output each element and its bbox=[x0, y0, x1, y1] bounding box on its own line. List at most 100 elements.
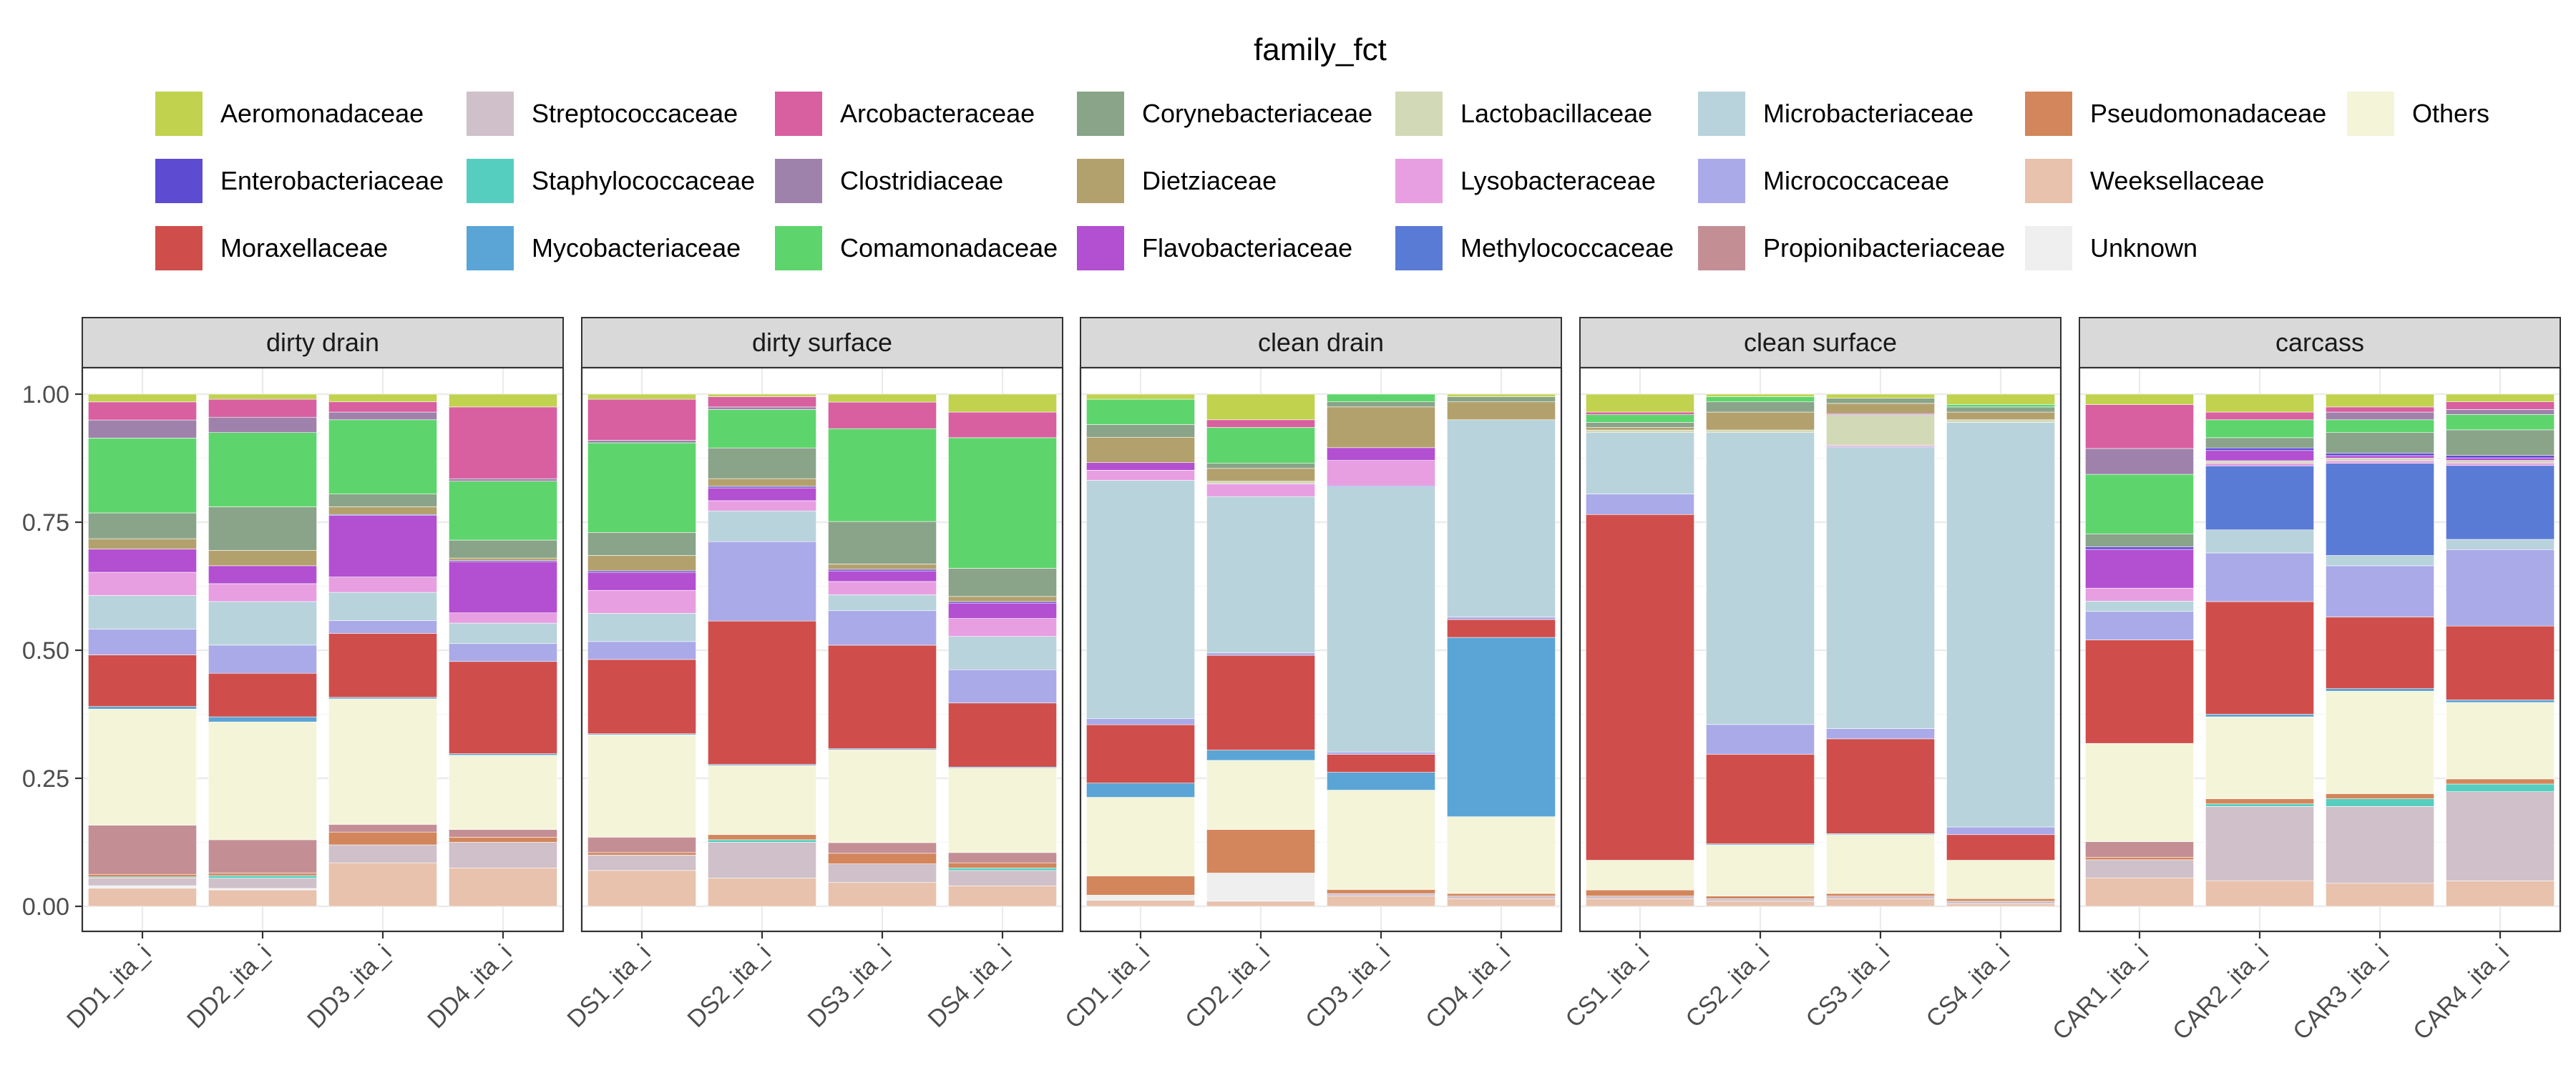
bar-segment-flavobacteriaceae bbox=[587, 572, 696, 591]
bar-segment-corynebacteriaceae bbox=[2326, 432, 2434, 454]
bar-segment-micrococcaceae bbox=[328, 620, 437, 634]
legend-swatch-pseudomonadaceae bbox=[2025, 92, 2072, 136]
bar-segment-dietziaceae bbox=[88, 538, 197, 549]
legend-item-comamonadaceae: Comamonadaceae bbox=[775, 226, 1058, 270]
legend-swatch-lysobacteraceae bbox=[1395, 159, 1443, 203]
bar-segment-lysobacteraceae bbox=[2085, 587, 2194, 602]
bar-segment-micrococcaceae bbox=[1206, 652, 1315, 656]
y-tick-label: 1.00 bbox=[22, 381, 69, 408]
y-tick-label: 0.00 bbox=[22, 893, 69, 921]
bar-segment-aeromonadaceae bbox=[1206, 393, 1315, 421]
bar-segment-flavobacteriaceae bbox=[828, 570, 937, 582]
x-tick-label: DD1_ita_i bbox=[62, 939, 156, 1034]
bar-segment-corynebacteriaceae bbox=[1586, 422, 1694, 428]
bar-segment-corynebacteriaceae bbox=[1206, 463, 1315, 469]
bar-segment-weeksellaceae bbox=[948, 886, 1057, 907]
bar-segment-flavobacteriaceae bbox=[2085, 549, 2194, 589]
bar-segment-propionibacteriaceae bbox=[587, 837, 696, 853]
bar-segment-micrococcaceae bbox=[708, 541, 816, 622]
bar-segment-clostridiaceae bbox=[587, 440, 696, 444]
legend-swatch-clostridiaceae bbox=[775, 159, 822, 203]
bar-segment-weeksellaceae bbox=[1706, 901, 1815, 907]
bar-segment-lactobacillaceae bbox=[1706, 429, 1815, 433]
bar-segment-flavobacteriaceae bbox=[2205, 450, 2314, 461]
bar-segment-clostridiaceae bbox=[449, 478, 557, 482]
bar-segment-enterobacteriaceae bbox=[587, 570, 696, 573]
facet-strip bbox=[1579, 317, 2062, 368]
legend-item-microbacteriaceae: Microbacteriaceae bbox=[1698, 92, 1974, 136]
bar-segment-aeromonadaceae bbox=[2085, 393, 2194, 405]
bar-segment-microbacteriaceae bbox=[1206, 496, 1315, 653]
facet-strip bbox=[2079, 317, 2561, 368]
bar-segment-flavobacteriaceae bbox=[708, 487, 816, 501]
x-tick-label: CAR3_ita_i bbox=[2288, 939, 2394, 1045]
legend-label-weeksellaceae: Weeksellaceae bbox=[2090, 166, 2264, 195]
bar-segment-aeromonadaceae bbox=[708, 393, 816, 397]
bar-segment-others bbox=[1586, 860, 1694, 891]
bar-segment-corynebacteriaceae bbox=[1946, 406, 2055, 413]
bar-cs1-ita-i bbox=[1586, 393, 1694, 907]
bar-segment-arcobacteraceae bbox=[948, 411, 1057, 438]
bar-segment-flavobacteriaceae bbox=[208, 565, 317, 584]
facet-clean-surface: clean surface CS1_ita_i CS2_ita_i CS3_ita_i… bbox=[1561, 317, 2062, 1033]
bar-segment-weeksellaceae bbox=[88, 888, 197, 907]
bar-segment-moraxellaceae bbox=[328, 633, 437, 698]
bar-car4-ita-i bbox=[2446, 393, 2555, 907]
bar-segment-methylococcaceae bbox=[2446, 465, 2555, 540]
bar-segment-pseudomonadaceae bbox=[1327, 889, 1435, 894]
bar-segment-mycobacteriaceae bbox=[1086, 783, 1195, 798]
bar-segment-comamonadaceae bbox=[449, 481, 557, 541]
bar-segment-weeksellaceae bbox=[1086, 900, 1195, 907]
bar-segment-lysobacteraceae bbox=[828, 581, 937, 595]
bar-segment-micrococcaceae bbox=[1327, 751, 1435, 755]
bar-segment-mycobacteriaceae bbox=[1447, 637, 1556, 817]
legend-item-clostridiaceae: Clostridiaceae bbox=[775, 159, 1003, 203]
bar-segment-pseudomonadaceae bbox=[2205, 798, 2314, 805]
bar-segment-weeksellaceae bbox=[2085, 877, 2194, 907]
bar-segment-dietziaceae bbox=[1447, 401, 1556, 421]
bar-segment-weeksellaceae bbox=[2446, 881, 2555, 907]
bar-segment-pseudomonadaceae bbox=[88, 873, 197, 878]
legend-item-mycobacteriaceae: Mycobacteriaceae bbox=[467, 226, 741, 270]
bar-segment-others bbox=[708, 765, 816, 836]
bar-segment-microbacteriaceae bbox=[2085, 600, 2194, 612]
bar-segment-pseudomonadaceae bbox=[208, 873, 317, 876]
bar-segment-microbacteriaceae bbox=[587, 613, 696, 642]
bar-segment-moraxellaceae bbox=[1586, 514, 1694, 861]
bar-segment-others bbox=[1447, 816, 1556, 894]
bar-ds4-ita-i bbox=[948, 393, 1057, 907]
bar-segment-mycobacteriaceae bbox=[1206, 750, 1315, 761]
bar-segment-microbacteriaceae bbox=[328, 592, 437, 621]
bar-segment-others bbox=[2326, 690, 2434, 794]
bar-segment-aeromonadaceae bbox=[208, 393, 317, 400]
bar-segment-weeksellaceae bbox=[328, 862, 437, 907]
bar-ds3-ita-i bbox=[828, 393, 937, 907]
bar-segment-propionibacteriaceae bbox=[208, 839, 317, 873]
bar-segment-lactobacillaceae bbox=[1946, 419, 2055, 423]
x-tick-label: CS3_ita_i bbox=[1801, 939, 1895, 1033]
bar-segment-moraxellaceae bbox=[88, 655, 197, 707]
legend-swatch-moraxellaceae bbox=[155, 226, 203, 270]
bar-segment-lactobacillaceae bbox=[1826, 414, 1935, 446]
legend-item-arcobacteraceae: Arcobacteraceae bbox=[775, 92, 1035, 136]
legend-item-moraxellaceae: Moraxellaceae bbox=[155, 226, 388, 270]
bar-segment-staphylococcaceae bbox=[948, 868, 1057, 871]
bar-segment-comamonadaceae bbox=[2085, 474, 2194, 534]
facet-panels: dirty drain DD1_ita_i DD2_ita_i DD3_ita_i DD… bbox=[62, 317, 2562, 1045]
bar-segment-weeksellaceae bbox=[587, 870, 696, 907]
bar-segment-moraxellaceae bbox=[2326, 617, 2434, 690]
bar-segment-arcobacteraceae bbox=[828, 401, 937, 429]
bar-segment-microbacteriaceae bbox=[708, 510, 816, 542]
bar-segment-aeromonadaceae bbox=[1586, 393, 1694, 413]
bar-segment-arcobacteraceae bbox=[2085, 404, 2194, 449]
bar-segment-comamonadaceae bbox=[708, 409, 816, 449]
bar-segment-flavobacteriaceae bbox=[449, 561, 557, 614]
bar-segment-flavobacteriaceae bbox=[1327, 447, 1435, 461]
bar-segment-aeromonadaceae bbox=[1086, 393, 1195, 400]
bar-segment-arcobacteraceae bbox=[587, 398, 696, 441]
bar-segment-corynebacteriaceae bbox=[328, 494, 437, 507]
bar-segment-enterobacteriaceae bbox=[2326, 453, 2434, 456]
bar-segment-others bbox=[328, 698, 437, 825]
bar-segment-comamonadaceae bbox=[587, 442, 696, 533]
